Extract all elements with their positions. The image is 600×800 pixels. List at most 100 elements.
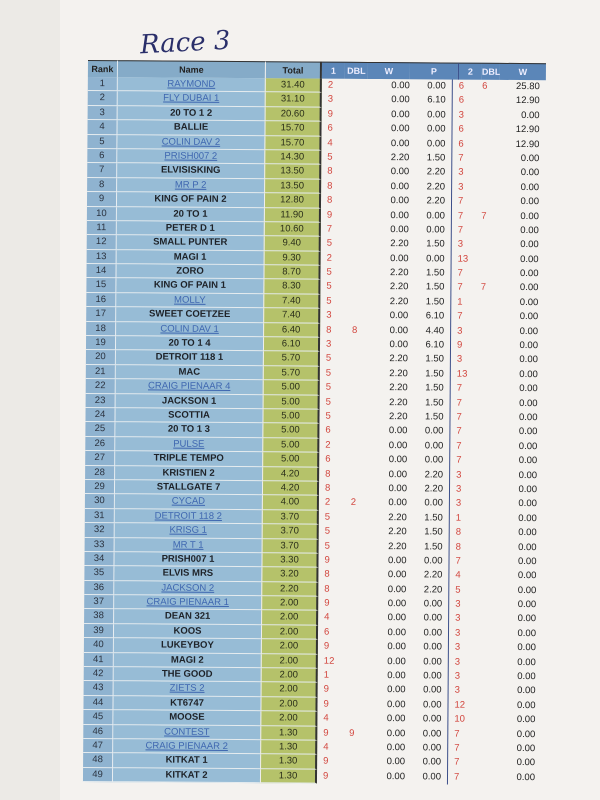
dbl1-cell	[341, 669, 364, 684]
pick2-cell: 3	[447, 626, 473, 641]
dbl1-cell	[341, 597, 364, 612]
p1-cell: 1.50	[425, 296, 445, 308]
w2-cell: 0.00	[520, 181, 540, 193]
pick2-cell: 3	[450, 237, 475, 253]
dbl2-cell	[473, 411, 491, 426]
rank-cell: 46	[83, 724, 114, 740]
dbl2-cell	[475, 252, 493, 267]
dbl1-cell	[341, 683, 364, 698]
w2-cell: 0.00	[517, 656, 536, 668]
rank-cell: 28	[85, 465, 116, 481]
w2-cell: 0.00	[516, 714, 536, 726]
rank-cell: 11	[86, 220, 117, 236]
w1-cell: 0.00	[390, 209, 409, 221]
pick1-cell: 5	[325, 410, 331, 422]
dbl1-cell	[342, 453, 365, 468]
w1-cell: 0.00	[388, 468, 408, 480]
w2-cell: 0.00	[520, 253, 539, 265]
pick1-cell: 9	[323, 756, 329, 768]
pick2-cell: 7	[449, 410, 474, 426]
w1-cell: 0.00	[390, 180, 410, 192]
w1-cell: 0.00	[387, 670, 406, 682]
p1-cell: 2.20	[426, 166, 446, 178]
pick1-cell: 8	[325, 468, 331, 480]
dbl2-cell	[474, 296, 492, 311]
total-cell: 13.50	[264, 178, 322, 194]
dbl1-cell	[341, 568, 364, 583]
dbl1-cell	[343, 280, 366, 295]
w2-cell: 0.00	[519, 268, 539, 280]
pick2-cell: 1	[450, 295, 475, 310]
p1-cell: 6.10	[425, 339, 445, 351]
w1-cell: 0.00	[386, 727, 406, 739]
w1-cell: 0.00	[387, 569, 407, 581]
pick1-cell: 3	[326, 309, 332, 321]
total-cell: 8.30	[263, 279, 321, 295]
p1-cell: 2.20	[423, 584, 443, 596]
pick1-cell: 2	[327, 79, 334, 91]
total-cell: 2.00	[260, 625, 319, 640]
dbl2-cell	[473, 511, 491, 526]
pick1-cell: 8	[324, 482, 331, 494]
p1-cell: 1.50	[425, 353, 444, 365]
w1-cell: 0.00	[389, 324, 409, 336]
pick1-cell: 9	[324, 597, 330, 609]
w1-cell: 0.00	[387, 655, 406, 667]
total-cell: 5.00	[262, 452, 320, 468]
total-cell: 8.70	[263, 265, 321, 281]
w1-cell: 2.20	[388, 540, 407, 552]
pick1-cell: 9	[327, 108, 333, 120]
rank-cell: 12	[86, 235, 117, 250]
dbl1-cell	[344, 122, 367, 137]
rank-cell: 1	[87, 76, 118, 92]
pick2-cell: 3	[447, 683, 472, 699]
w2-cell: 0.00	[518, 498, 537, 510]
dbl1-cell	[343, 381, 366, 396]
pick2-cell: 7	[449, 453, 474, 469]
w1-cell: 2.20	[388, 511, 407, 523]
p1-cell: 0.00	[427, 80, 446, 92]
dbl1-cell	[342, 439, 365, 454]
total-cell: 2.00	[260, 668, 318, 684]
w1-cell: 0.00	[386, 756, 406, 768]
rank-cell: 36	[84, 580, 115, 596]
dbl2-cell	[472, 655, 490, 670]
w2-cell: 0.00	[516, 771, 536, 783]
pick2-cell: 3	[451, 180, 476, 195]
p1-cell: 0.00	[423, 598, 443, 610]
name-cell: COLIN DAV 1	[116, 321, 264, 338]
pick2-cell: 7	[450, 266, 475, 282]
name-cell: MAGI 2	[113, 652, 261, 669]
total-cell: 5.00	[262, 423, 320, 439]
p1-cell: 0.00	[423, 555, 443, 567]
p1-cell: 0.00	[426, 123, 446, 135]
pick2-cell: 7	[447, 741, 472, 757]
pick1-cell: 9	[323, 640, 330, 652]
name-cell: SCOTTIA	[115, 408, 263, 424]
col-pick1: 1	[321, 61, 345, 79]
dbl1-cell	[342, 410, 365, 425]
total-cell: 4.00	[261, 495, 319, 511]
pick2-cell: 9	[449, 338, 475, 354]
dbl1-cell	[342, 511, 365, 526]
p1-cell: 0.00	[422, 699, 442, 711]
name-cell: KITKAT 1	[113, 753, 261, 769]
rank-cell: 29	[84, 479, 116, 495]
name-cell: 20 TO 1 3	[115, 422, 263, 438]
dbl2-cell: 7	[481, 210, 487, 222]
dbl2-cell	[472, 569, 490, 584]
name-cell: ELVISISKING	[117, 163, 265, 179]
pick2-cell: 8	[448, 540, 473, 555]
total-cell: 1.30	[260, 725, 318, 741]
pick1-cell: 9	[326, 209, 333, 221]
name-cell: ZIETS 2	[113, 681, 261, 698]
total-cell: 31.40	[264, 78, 322, 94]
rank-cell: 26	[85, 436, 116, 452]
col-pick2: 2	[457, 62, 482, 80]
w2-cell: 0.00	[518, 469, 538, 481]
w1-cell: 0.00	[391, 80, 410, 92]
name-cell: DEAN 321	[114, 609, 262, 626]
pick1-cell: 5	[324, 525, 331, 537]
p1-cell: 1.50	[425, 267, 445, 279]
total-cell: 13.50	[264, 164, 322, 180]
